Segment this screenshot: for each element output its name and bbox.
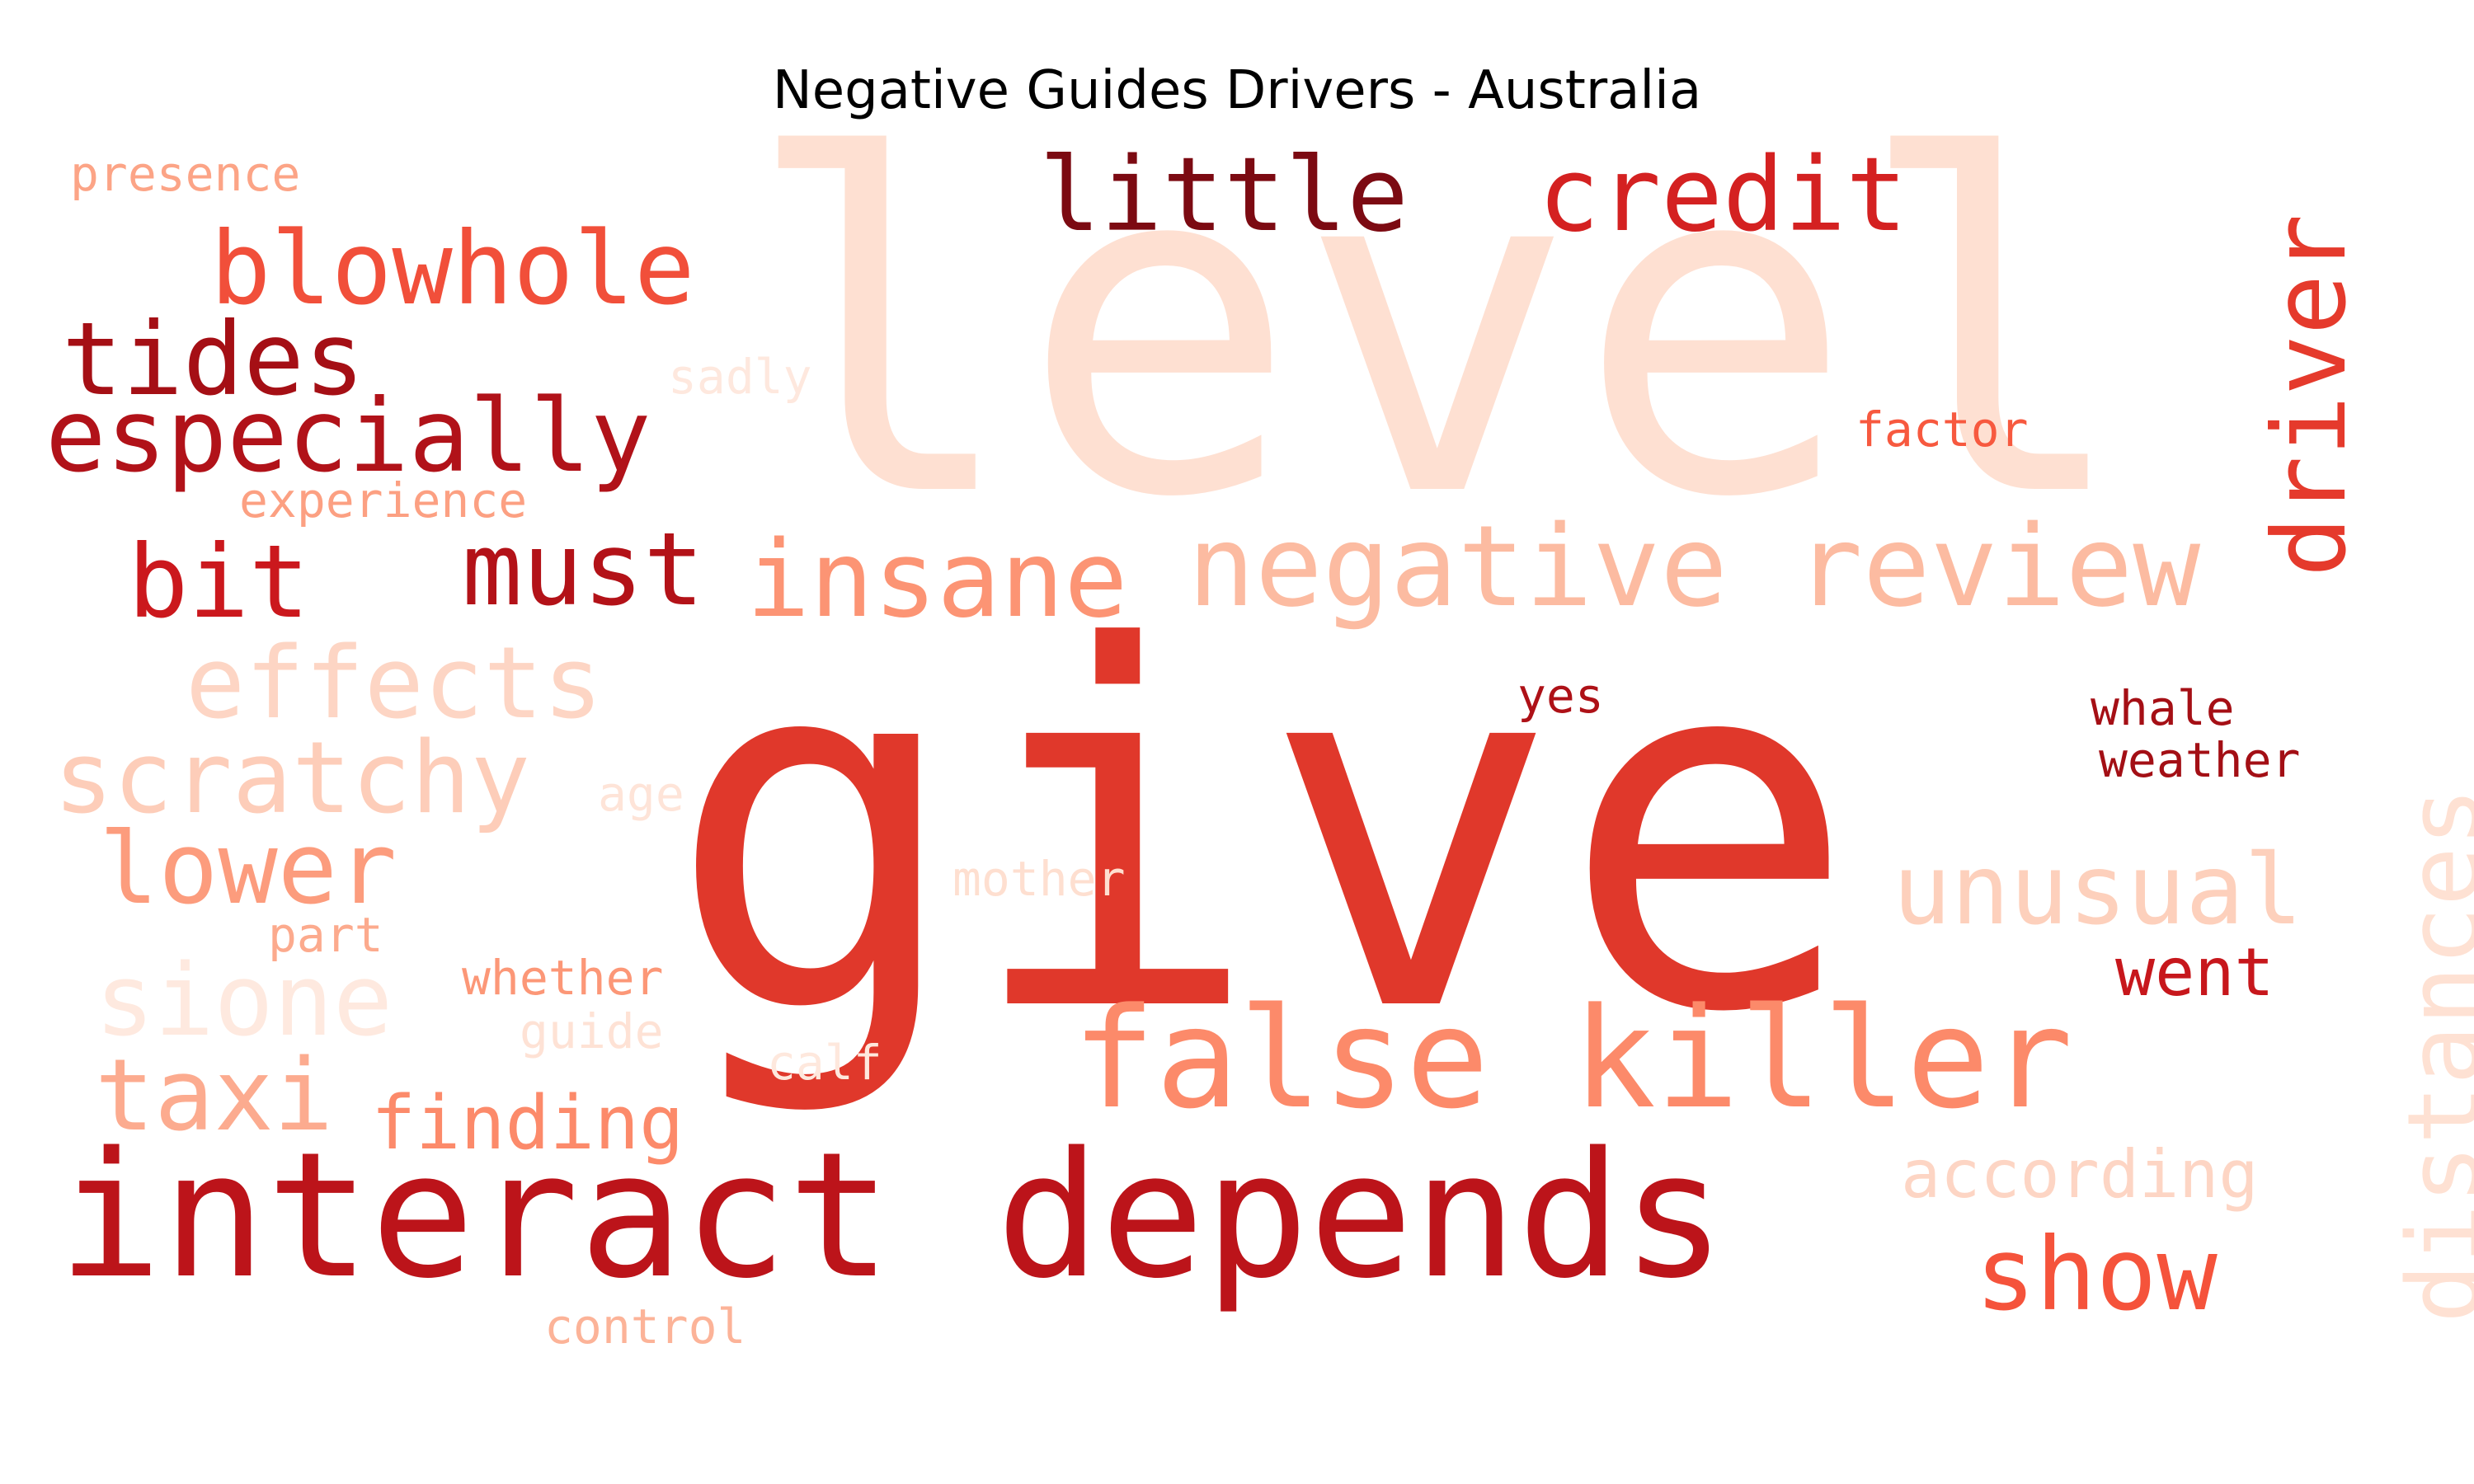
word-bit: bit	[128, 524, 310, 641]
word-weather: weather	[2099, 732, 2301, 788]
word-guide: guide	[520, 1003, 664, 1059]
word-presence: presence	[70, 146, 301, 202]
word-whale: whale	[2091, 680, 2235, 736]
word-control: control	[544, 1298, 746, 1355]
word-lower: lower	[99, 812, 397, 927]
word-mother: mother	[952, 851, 1126, 907]
word-blowhole: blowhole	[210, 210, 695, 327]
word-level: level	[742, 61, 2133, 599]
word-especially: especially	[45, 378, 651, 495]
word-must: must	[462, 511, 704, 628]
word-distances: distances	[2387, 787, 2474, 1323]
word-sione: sione	[95, 944, 393, 1059]
word-tides: tides	[62, 301, 365, 418]
word-finding: finding	[371, 1080, 684, 1167]
word-yes: yes	[1517, 668, 1604, 724]
word-sadly: sadly	[668, 349, 812, 405]
word-driver: driver	[2251, 214, 2368, 577]
word-false-killer: false killer	[1072, 978, 2073, 1139]
word-give: give	[666, 544, 1858, 1120]
word-little: little	[1039, 136, 1409, 255]
word-show: show	[1975, 1216, 2218, 1333]
word-scratchy: scratchy	[54, 721, 530, 836]
word-calf: calf	[767, 1035, 882, 1091]
word-credit: credit	[1538, 136, 1907, 255]
word-according: according	[1901, 1136, 2259, 1213]
word-negative-review: negative review	[1188, 502, 2201, 632]
word-interact-depends: interact depends	[58, 1115, 1726, 1317]
word-factor: factor	[1856, 402, 2029, 458]
word-age: age	[598, 766, 684, 822]
word-unusual: unusual	[1893, 833, 2303, 946]
word-insane: insane	[746, 519, 1128, 641]
word-part: part	[268, 907, 383, 963]
word-taxi: taxi	[95, 1039, 333, 1153]
word-experience: experience	[239, 472, 528, 528]
word-went: went	[2115, 934, 2274, 1011]
chart-title: Negative Guides Drivers - Australia	[772, 60, 1702, 121]
word-whether: whether	[462, 950, 664, 1006]
word-effects: effects	[186, 627, 603, 741]
